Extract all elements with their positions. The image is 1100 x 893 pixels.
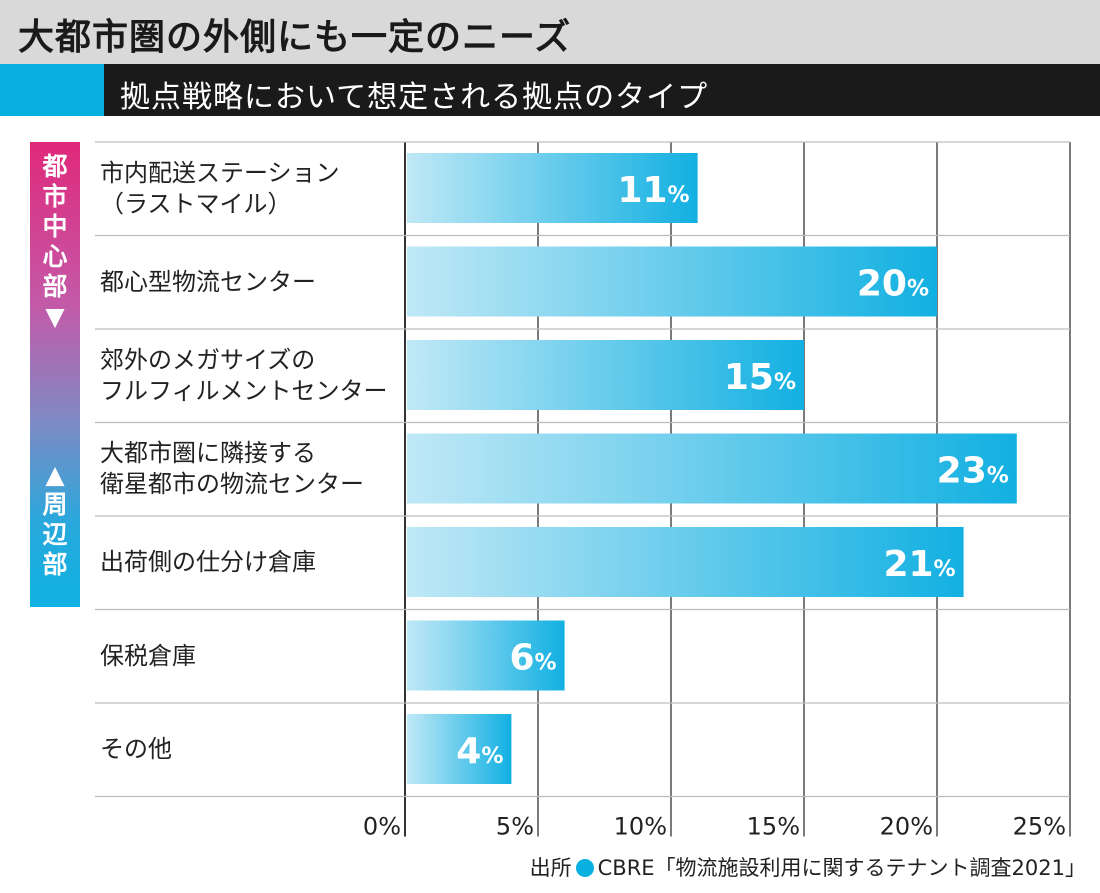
category-label: その他 <box>100 735 172 764</box>
x-tick-label: 25% <box>1013 813 1066 841</box>
source-text: CBRE「物流施設利用に関するテナント調査2021」 <box>597 856 1086 880</box>
bar <box>407 620 565 691</box>
bar <box>407 246 937 317</box>
bar-value-label: 6% <box>509 638 556 679</box>
source-prefix: 出所 <box>529 856 572 880</box>
source-dot-icon <box>575 859 594 877</box>
category-label: 大都市圏に隣接する 衛星都市の物流センター <box>100 439 364 499</box>
x-tick-label: 5% <box>496 813 534 841</box>
bar-value-label: 4% <box>456 731 503 772</box>
bar-value-label: 23% <box>937 451 1009 492</box>
side-label-periphery: ▲ 周 辺 部 <box>42 460 68 579</box>
bar-value-label: 20% <box>857 264 929 305</box>
bar-value-label: 11% <box>617 170 689 211</box>
bar <box>407 153 698 223</box>
chart-title: 大都市圏の外側にも一定のニーズ <box>18 17 572 58</box>
chart-subtitle: 拠点戦略において想定される拠点のタイプ <box>120 80 709 115</box>
category-label: 出荷側の仕分け倉庫 <box>100 548 316 577</box>
accent-block <box>0 64 104 116</box>
subtitle-bar: 拠点戦略において想定される拠点のタイプ <box>104 64 1100 116</box>
x-tick-label: 10% <box>614 813 667 841</box>
bar <box>407 340 804 410</box>
bar-value-label: 15% <box>724 357 796 398</box>
side-gradient-band: 都 市 中 心 部 ▼ ▲ 周 辺 部 <box>30 142 80 607</box>
category-label: 保税倉庫 <box>100 641 196 670</box>
category-label: 都心型物流センター <box>100 267 316 296</box>
bar <box>407 527 964 597</box>
bar-value-label: 21% <box>883 544 955 585</box>
x-tick-label: 20% <box>880 813 933 841</box>
title-bar: 大都市圏の外側にも一定のニーズ <box>0 0 1100 64</box>
side-label-city-center: 都 市 中 心 部 ▼ <box>42 152 68 331</box>
x-tick-label: 0% <box>363 813 401 841</box>
source-note: 出所 CBRE「物流施設利用に関するテナント調査2021」 <box>530 852 1086 882</box>
category-label: 市内配送ステーション （ラストマイル） <box>100 158 340 218</box>
x-tick-label: 15% <box>747 813 800 841</box>
category-label: 郊外のメガサイズの フルフィルメントセンター <box>100 345 388 405</box>
bar <box>407 433 1017 504</box>
bar <box>407 714 512 784</box>
